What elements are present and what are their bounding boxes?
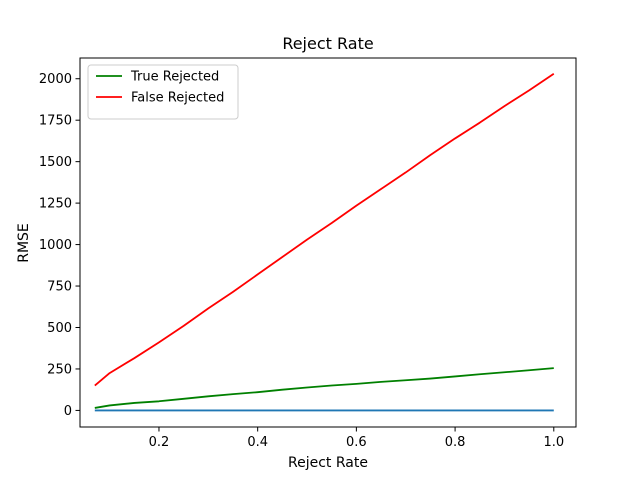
x-tick-label: 0.2 xyxy=(149,435,170,450)
axes-frame xyxy=(79,57,577,428)
x-axis-ticks: 0.2 0.4 0.6 0.8 1.0 xyxy=(149,427,564,450)
x-tick-label: 0.8 xyxy=(445,435,466,450)
y-tick-label: 2000 xyxy=(39,72,72,87)
y-tick-label: 1750 xyxy=(39,114,72,129)
x-tick-label: 1.0 xyxy=(543,435,564,450)
y-axis-label: RMSE xyxy=(16,223,32,263)
x-axis-label: Reject Rate xyxy=(288,455,368,471)
y-tick-label: 1000 xyxy=(39,238,72,253)
legend-entry-label: True Rejected xyxy=(130,70,219,85)
y-tick-label: 250 xyxy=(47,362,72,377)
y-tick-label: 1500 xyxy=(39,155,72,170)
x-tick-label: 0.6 xyxy=(346,435,367,450)
series-line-true-rejected xyxy=(94,367,554,409)
plot-area xyxy=(94,73,555,412)
y-tick-label: 0 xyxy=(64,404,72,419)
series-line-false-rejected xyxy=(94,73,555,387)
chart-title: Reject Rate xyxy=(282,34,373,53)
legend: True Rejected False Rejected xyxy=(87,64,239,120)
x-tick-label: 0.4 xyxy=(247,435,268,450)
legend-entry-label: False Rejected xyxy=(131,91,224,106)
y-tick-label: 750 xyxy=(47,280,72,295)
legend-box xyxy=(87,64,239,120)
y-tick-label: 1250 xyxy=(39,197,72,212)
y-tick-label: 500 xyxy=(47,321,72,336)
y-axis-ticks: 0 250 500 750 1000 1250 1500 1750 2000 xyxy=(39,72,80,419)
